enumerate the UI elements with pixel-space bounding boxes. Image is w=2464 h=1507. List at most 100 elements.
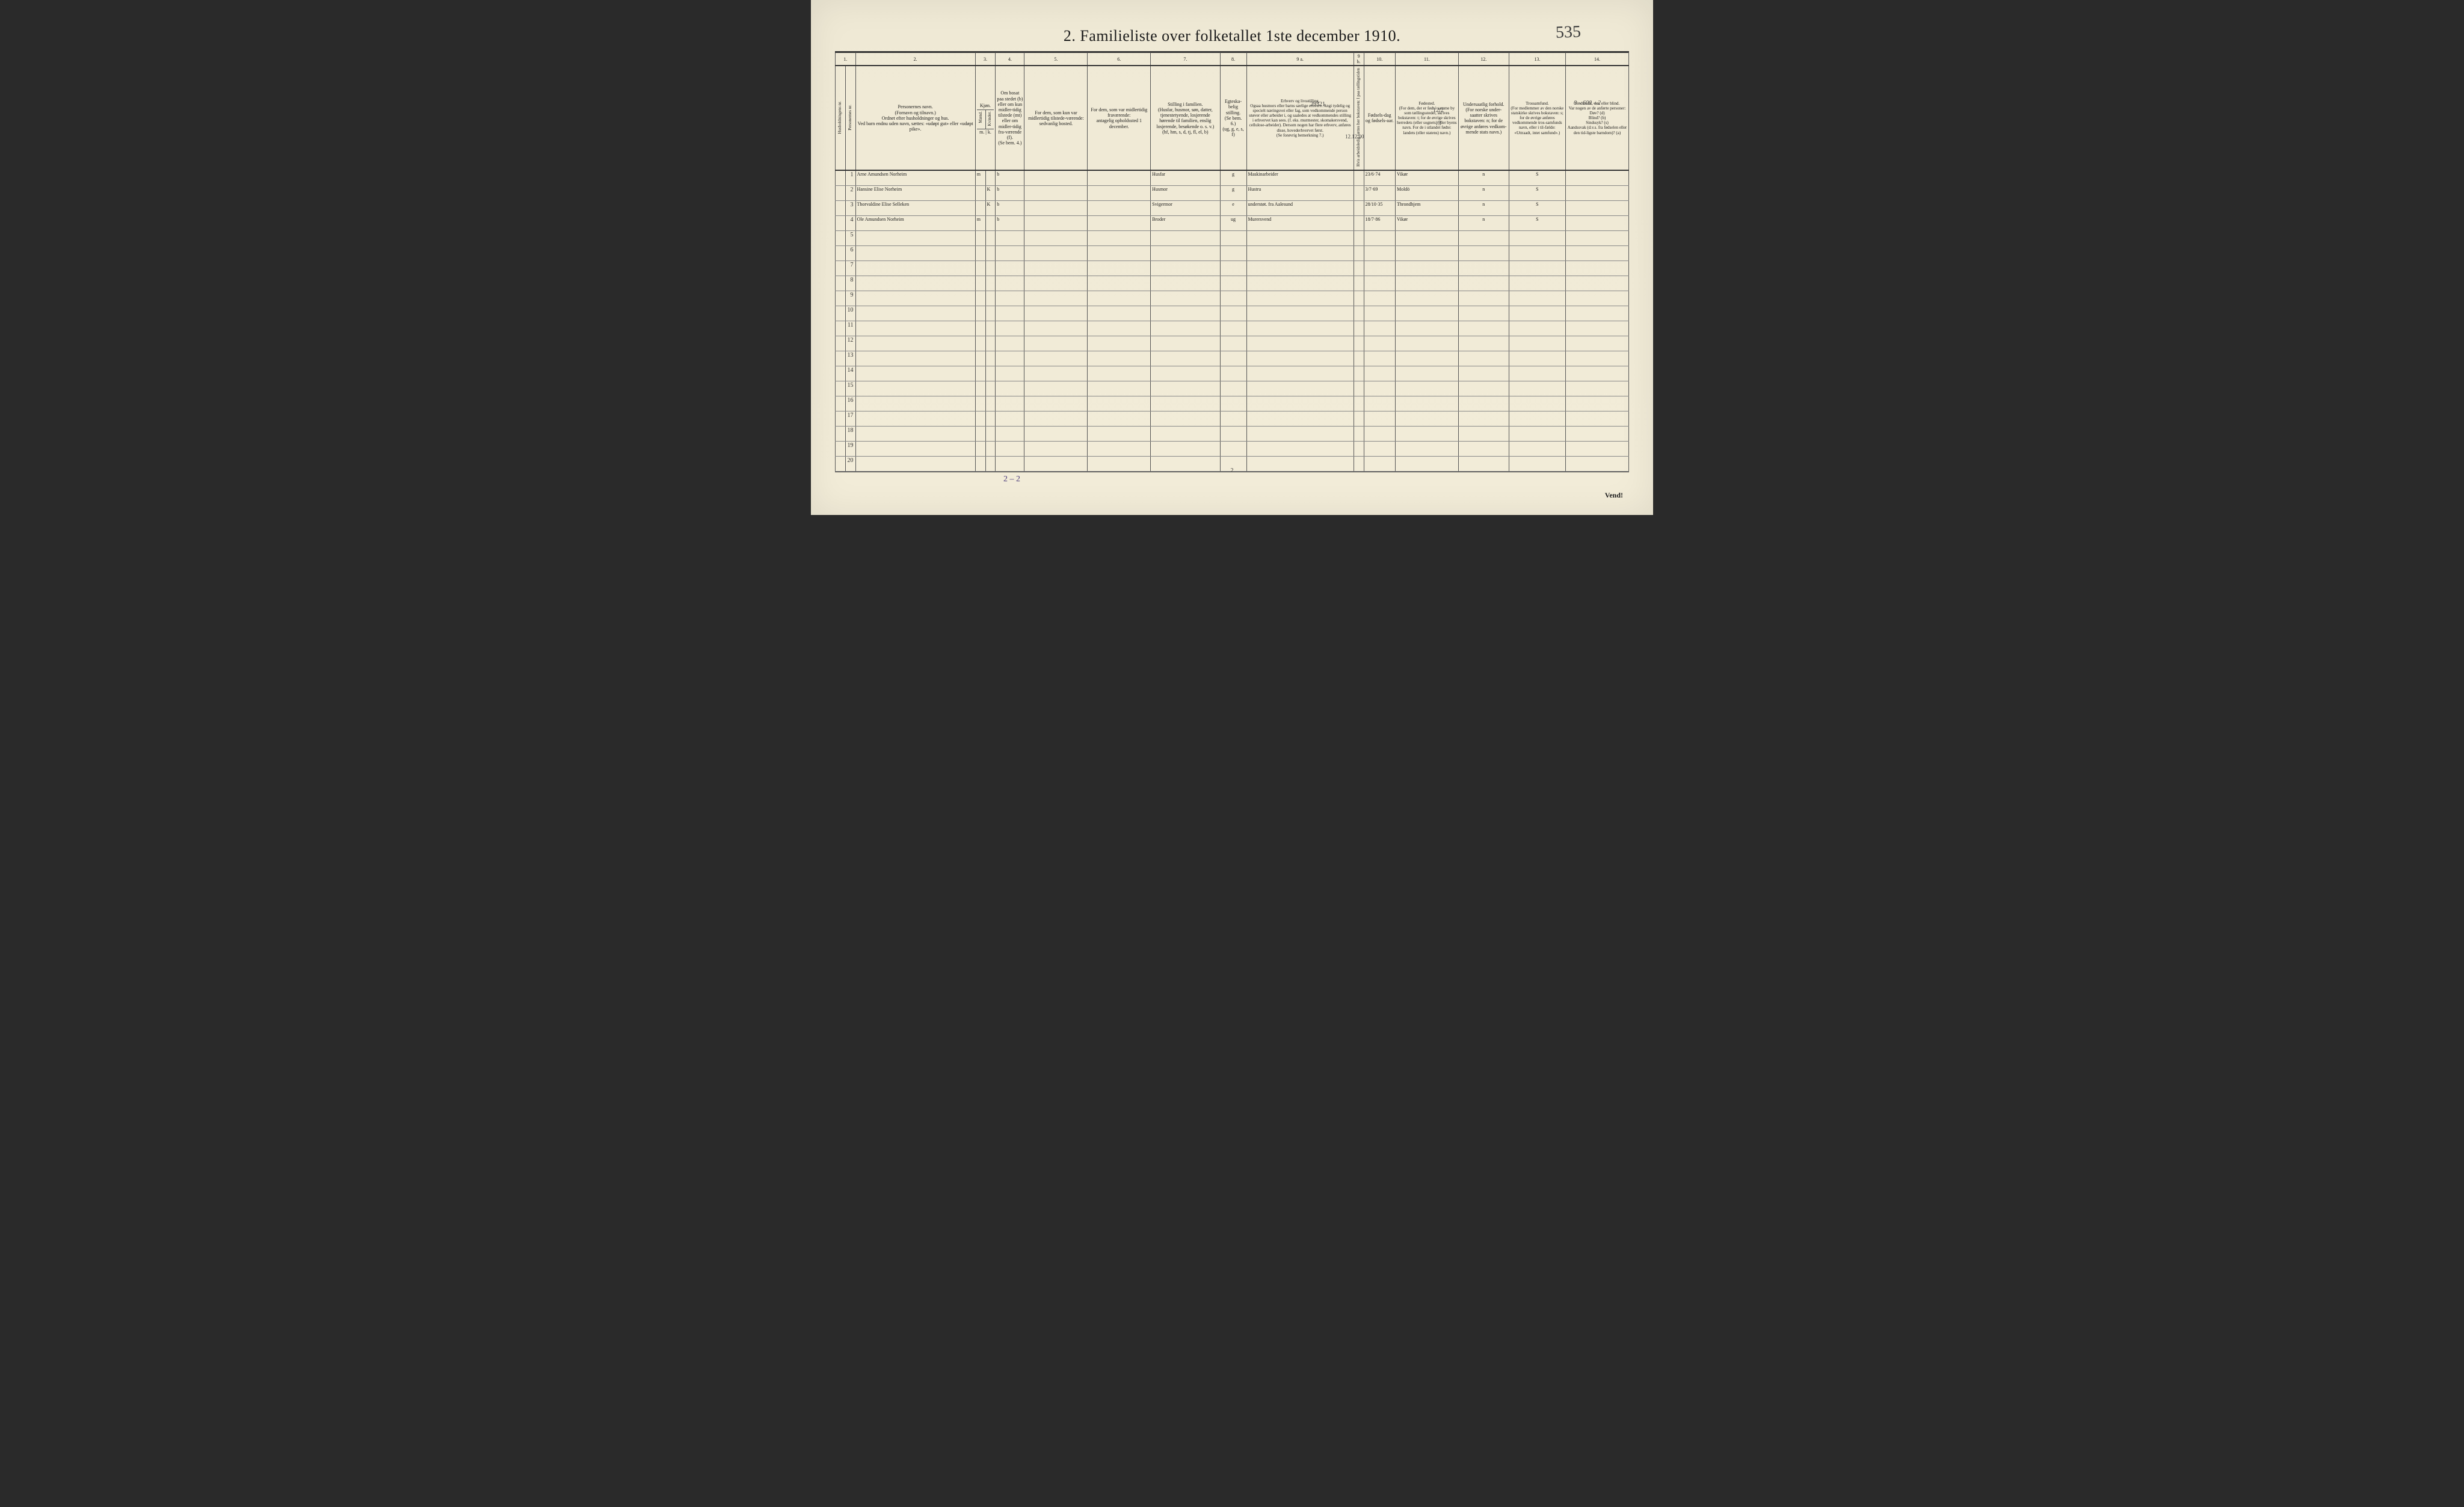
cell xyxy=(1151,366,1220,381)
cell: 8 xyxy=(845,276,855,291)
colnum-8: 8. xyxy=(1220,53,1246,66)
cell xyxy=(1024,411,1088,427)
cell xyxy=(1220,261,1246,276)
cell xyxy=(836,291,846,306)
table-row: 9 xyxy=(836,291,1629,306)
cell xyxy=(1088,411,1151,427)
cell: Maskinarbeider xyxy=(1246,170,1354,186)
cell: 17 xyxy=(845,411,855,427)
cell xyxy=(1566,381,1629,396)
cell xyxy=(1566,246,1629,261)
cell xyxy=(1024,321,1088,336)
cell xyxy=(996,396,1024,411)
cell xyxy=(855,291,975,306)
cell xyxy=(996,321,1024,336)
cell xyxy=(1395,336,1458,351)
cell xyxy=(836,411,846,427)
header-row: Husholdningens nr. Personernes nr. Perso… xyxy=(836,66,1629,170)
cell xyxy=(1354,427,1364,442)
cell xyxy=(975,321,985,336)
cell xyxy=(1364,366,1395,381)
cell xyxy=(855,231,975,246)
cell xyxy=(1566,351,1629,366)
colnum-4: 4. xyxy=(996,53,1024,66)
cell xyxy=(1395,246,1458,261)
cell xyxy=(975,427,985,442)
cell: m xyxy=(975,216,985,231)
cell xyxy=(1024,170,1088,186)
cell xyxy=(1024,381,1088,396)
cell xyxy=(1354,351,1364,366)
cell xyxy=(855,381,975,396)
cell xyxy=(1354,261,1364,276)
cell xyxy=(996,351,1024,366)
cell: Hustru xyxy=(1246,186,1354,201)
cell xyxy=(1395,442,1458,457)
cell: 19 xyxy=(845,442,855,457)
footer-turn-note: Vend! xyxy=(1605,491,1623,500)
cell: n xyxy=(1458,186,1509,201)
cell xyxy=(1151,381,1220,396)
cell: 6 xyxy=(845,246,855,261)
cell xyxy=(1151,291,1220,306)
cell: 3 xyxy=(845,201,855,216)
cell xyxy=(1354,411,1364,427)
cell: 5 xyxy=(845,231,855,246)
hdr-c10: Fødsels-dag og fødsels-aar. xyxy=(1364,66,1395,170)
handwritten-annotation: 12/2 xyxy=(1433,107,1444,114)
cell: 11 xyxy=(845,321,855,336)
cell xyxy=(1354,246,1364,261)
cell xyxy=(1364,427,1395,442)
cell xyxy=(836,351,846,366)
cell xyxy=(1088,427,1151,442)
cell: e xyxy=(1220,201,1246,216)
cell xyxy=(985,216,996,231)
cell: n xyxy=(1458,201,1509,216)
cell xyxy=(1364,442,1395,457)
cell xyxy=(836,396,846,411)
cell xyxy=(1354,276,1364,291)
table-row: 1Arne Amundsen NorheimmbHusfargMaskinarb… xyxy=(836,170,1629,186)
cell xyxy=(1151,276,1220,291)
cell: 28/10·35 xyxy=(1364,201,1395,216)
cell: Throndhjem xyxy=(1395,201,1458,216)
cell xyxy=(855,261,975,276)
cell xyxy=(996,231,1024,246)
cell xyxy=(1509,396,1565,411)
handwritten-annotation: 12.12.00 xyxy=(1345,134,1364,140)
footer-page-number: 2 xyxy=(1231,467,1234,474)
hdr-c14: Sindssvak, døv eller blind. Var nogen av… xyxy=(1566,66,1629,170)
cell: S xyxy=(1509,186,1565,201)
cell xyxy=(985,306,996,321)
cell xyxy=(1151,261,1220,276)
cell xyxy=(975,186,985,201)
cell xyxy=(1088,351,1151,366)
cell xyxy=(975,276,985,291)
cell xyxy=(1246,246,1354,261)
cell xyxy=(855,351,975,366)
cell xyxy=(836,366,846,381)
cell: S xyxy=(1509,216,1565,231)
cell: Husmor xyxy=(1151,186,1220,201)
cell xyxy=(975,306,985,321)
cell xyxy=(836,261,846,276)
cell xyxy=(1088,276,1151,291)
cell xyxy=(1151,396,1220,411)
cell xyxy=(1458,351,1509,366)
cell xyxy=(1220,442,1246,457)
cell: 18/7·86 xyxy=(1364,216,1395,231)
cell: g xyxy=(1220,186,1246,201)
cell: 12 xyxy=(845,336,855,351)
hdr-c7: Stilling i familien. (Husfar, husmor, sø… xyxy=(1151,66,1220,170)
handwritten-annotation: 29321 xyxy=(1310,101,1325,108)
cell xyxy=(1246,457,1354,472)
colnum-5: 5. xyxy=(1024,53,1088,66)
cell xyxy=(1220,427,1246,442)
cell xyxy=(1354,442,1364,457)
cell xyxy=(1088,261,1151,276)
cell xyxy=(1509,366,1565,381)
colnum-12: 12. xyxy=(1458,53,1509,66)
cell xyxy=(1246,231,1354,246)
cell xyxy=(1246,291,1354,306)
cell xyxy=(1151,351,1220,366)
